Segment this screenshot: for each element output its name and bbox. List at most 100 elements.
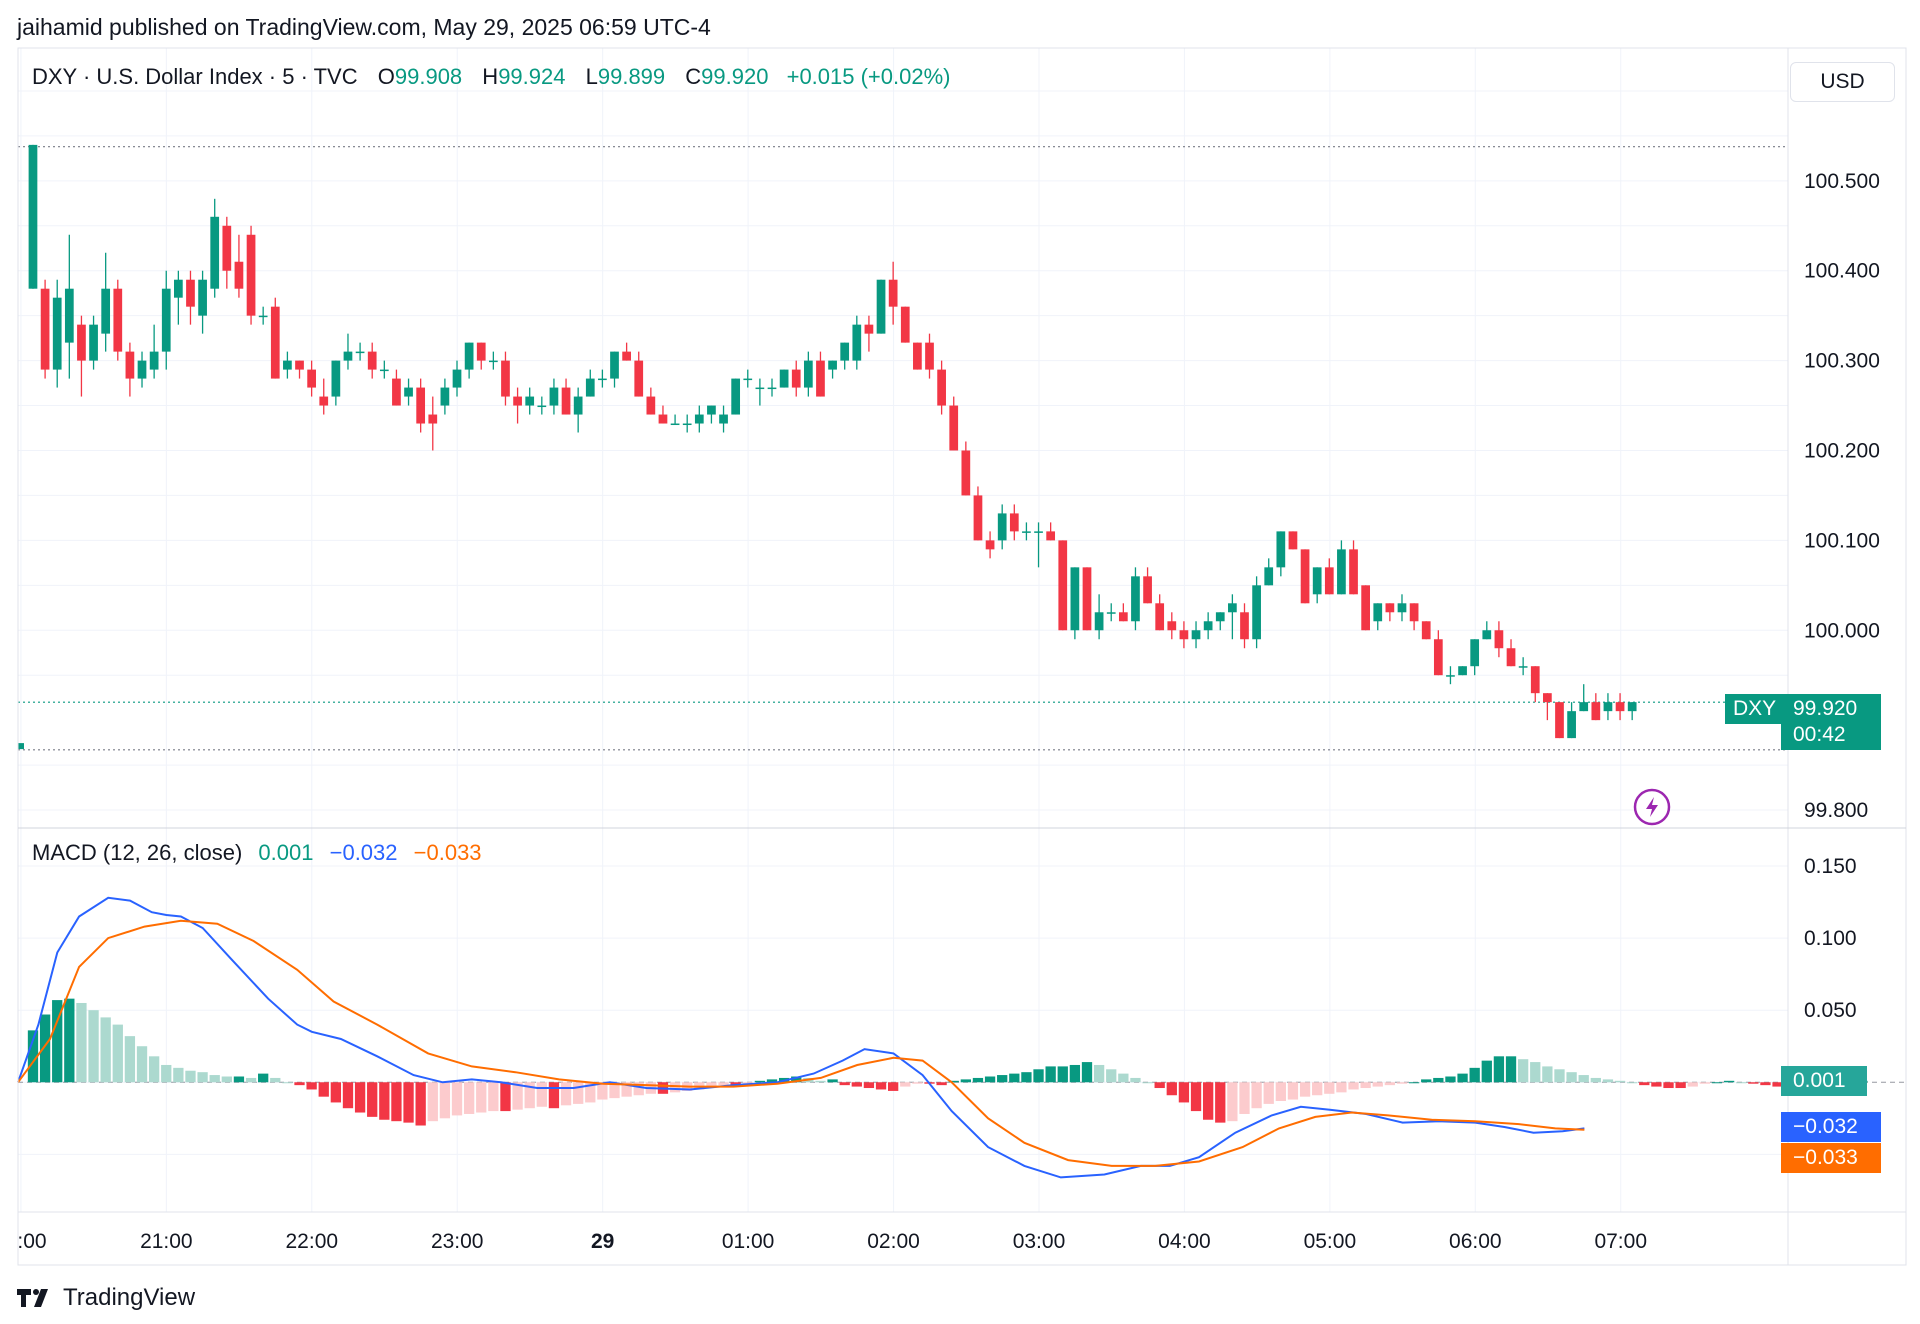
- candle-body: [1143, 576, 1152, 604]
- candle-body: [1555, 702, 1564, 739]
- macd-lines: [17, 896, 1585, 1179]
- candle-body: [319, 396, 329, 406]
- candle-body: [1228, 603, 1237, 613]
- candle-body: [1603, 702, 1613, 712]
- edge-candle-marker: [18, 743, 24, 750]
- candle-body: [828, 360, 837, 370]
- macd-histogram-bar: [1045, 1066, 1056, 1083]
- macd-y-tick-label: 0.100: [1804, 927, 1857, 950]
- candle-body: [1118, 612, 1128, 622]
- macd-histogram-bar: [1130, 1077, 1141, 1083]
- candle-body: [1446, 675, 1455, 677]
- macd-histogram-bar: [900, 1082, 911, 1087]
- candle-body: [585, 378, 595, 397]
- candle-body: [52, 297, 62, 370]
- macd-histogram-bar: [1542, 1066, 1553, 1083]
- macd-hist-tag: 0.001: [1781, 1066, 1867, 1096]
- publisher-line: jaihamid published on TradingView.com, M…: [17, 14, 711, 40]
- macd-histogram-bar: [197, 1072, 208, 1083]
- candle-body: [1494, 630, 1504, 649]
- candle-body: [392, 378, 401, 406]
- macd-value-tag: −0.032: [1781, 1112, 1881, 1142]
- macd-histogram-bar: [161, 1064, 172, 1083]
- candle-body: [258, 315, 268, 318]
- candle-body: [997, 513, 1007, 541]
- candle-body: [1421, 621, 1431, 640]
- candle-body: [913, 342, 922, 370]
- candle-body: [537, 405, 547, 408]
- macd-histogram-bar: [1069, 1064, 1081, 1083]
- x-tick-label: 03:00: [1013, 1230, 1066, 1253]
- candle-body: [1470, 639, 1480, 667]
- tradingview-logo[interactable]: TradingView: [17, 1284, 195, 1312]
- macd-histogram-bar: [1251, 1082, 1262, 1109]
- candle-body: [1009, 513, 1019, 532]
- macd-histogram-bar: [585, 1082, 596, 1103]
- macd-histogram-bar: [997, 1075, 1008, 1083]
- candle-body: [137, 360, 147, 379]
- x-tick-label: 02:00: [867, 1230, 920, 1253]
- candle-body: [791, 369, 801, 388]
- candle-body: [1543, 693, 1552, 703]
- macd-histogram-bar: [1517, 1059, 1529, 1083]
- x-tick-label: 04:00: [1158, 1230, 1211, 1253]
- candle-body: [573, 396, 583, 415]
- candle-body: [779, 369, 789, 388]
- x-tick-label: 05:00: [1304, 1230, 1357, 1253]
- candle-body: [1482, 630, 1492, 640]
- candle-body: [549, 387, 559, 406]
- macd-histogram-bar: [742, 1082, 753, 1084]
- grid: [18, 48, 1788, 1212]
- candle-body: [658, 414, 668, 424]
- x-tick-label: 22:00: [286, 1230, 339, 1253]
- candle-body: [77, 324, 86, 361]
- macd-histogram-bar: [597, 1082, 608, 1100]
- candle-body: [1252, 585, 1261, 640]
- y-tick-label: 100.100: [1804, 529, 1880, 552]
- candle-body: [1276, 531, 1286, 568]
- candle-body: [1070, 567, 1080, 631]
- candle-body: [961, 450, 971, 496]
- currency-button[interactable]: USD: [1790, 62, 1895, 102]
- legend-change: +0.015 (+0.02%): [786, 64, 951, 89]
- candle-body: [1627, 702, 1637, 712]
- candle-body: [743, 378, 753, 381]
- last-price-tag: 99.920 00:42: [1781, 694, 1881, 750]
- macd-histogram-bar: [1760, 1082, 1771, 1086]
- macd-histogram-bar: [1772, 1082, 1783, 1087]
- candle-body: [234, 261, 244, 289]
- macd-histogram-bar: [427, 1082, 438, 1122]
- macd-histogram-bar: [39, 1014, 51, 1083]
- candle-body: [1288, 531, 1298, 550]
- candle-body: [428, 414, 438, 424]
- candle-body: [1506, 648, 1516, 667]
- macd-histogram-bar: [500, 1082, 511, 1112]
- macd-histogram-bar: [1239, 1082, 1250, 1114]
- macd-y-tick-label: 0.150: [1804, 855, 1857, 878]
- candle-body: [561, 387, 571, 415]
- candle-body: [283, 360, 292, 370]
- macd-histogram-bar: [669, 1082, 681, 1093]
- macd-histogram-bar: [984, 1076, 996, 1083]
- signal-line: [17, 919, 1585, 1167]
- candle-body: [186, 279, 195, 307]
- chart-extras: [1633, 788, 1671, 826]
- macd-histogram-bar: [415, 1082, 426, 1126]
- macd-histogram-bar: [1178, 1082, 1190, 1103]
- macd-histogram-bar: [1457, 1073, 1468, 1083]
- candle-body: [222, 225, 232, 271]
- candle-body: [246, 234, 256, 316]
- y-tick-label: 100.300: [1804, 350, 1880, 373]
- macd-histogram-bar: [1348, 1082, 1359, 1090]
- candle-body: [464, 342, 474, 370]
- candle-body: [1385, 603, 1395, 613]
- candle-body: [1203, 621, 1213, 631]
- macd-histogram-bar: [718, 1082, 729, 1086]
- legend-close-label: C: [685, 64, 702, 89]
- axes: :00 21:00 22:00 23:00 29 01:00 02:00 03:00 04:00…: [17, 47, 1907, 1266]
- candle-body: [876, 279, 886, 334]
- candle-body: [355, 351, 365, 354]
- macd-histogram-bar: [136, 1046, 148, 1083]
- y-tick-label: 100.200: [1804, 439, 1880, 462]
